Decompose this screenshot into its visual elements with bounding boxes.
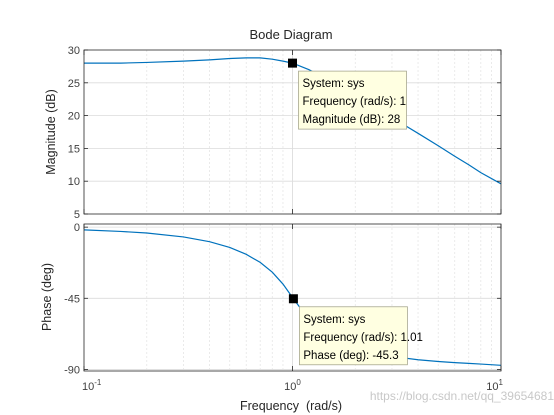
x-ticks: 10-1 100 101 <box>82 50 504 393</box>
y-tick-label: 0 <box>74 222 80 234</box>
x-tick-label: 101 <box>486 378 503 393</box>
x-tick-label: 100 <box>284 378 301 393</box>
watermark: https://blog.csdn.net/qq_39654681 <box>370 389 554 403</box>
datatip-marker <box>288 58 297 68</box>
datatip-box <box>298 70 407 130</box>
y-tick-label: 30 <box>68 45 80 57</box>
chart-title: Bode Diagram <box>249 27 332 42</box>
y-tick-label: 20 <box>68 111 80 123</box>
datatip-line: Frequency (rad/s): 1.01 <box>303 332 423 344</box>
magnitude-y-label: Magnitude (dB) <box>44 89 58 174</box>
datatip-marker <box>288 294 298 304</box>
datatip-box <box>299 306 408 366</box>
magnitude-y-ticks: 30 25 20 15 10 5 <box>68 45 501 221</box>
datatip-line: Frequency (rad/s): 1 <box>303 96 407 108</box>
y-tick-label: 10 <box>68 176 80 188</box>
x-tick-label: 10-1 <box>82 378 102 393</box>
datatip-line: Phase (deg): -45.3 <box>303 350 398 362</box>
magnitude-grid <box>84 50 501 214</box>
phase-y-label: Phase (deg) <box>40 263 54 331</box>
y-tick-label: 5 <box>74 209 80 221</box>
y-tick-label: -90 <box>64 364 80 376</box>
y-tick-label: 25 <box>68 78 80 90</box>
datatip-line: System: sys <box>303 314 365 326</box>
phase-datatip[interactable]: System: sys Frequency (rad/s): 1.01 Phase … <box>288 294 423 366</box>
y-tick-label: 15 <box>68 143 80 155</box>
y-tick-label: -45 <box>64 293 80 305</box>
x-axis-label: Frequency (rad/s) <box>240 399 342 413</box>
phase-y-ticks: 0 -45 -90 <box>64 222 501 376</box>
magnitude-datatip[interactable]: System: sys Frequency (rad/s): 1 Magnitude… <box>288 58 407 130</box>
datatip-line: System: sys <box>303 78 365 90</box>
datatip-line: Magnitude (dB): 28 <box>303 114 401 126</box>
